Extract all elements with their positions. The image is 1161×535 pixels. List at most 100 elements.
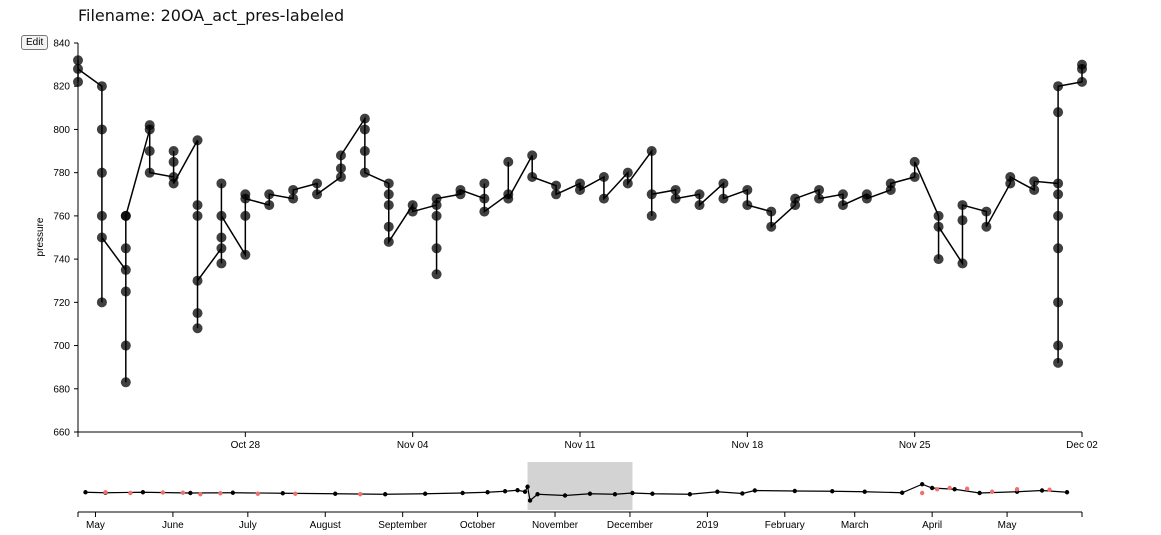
data-point (646, 146, 657, 157)
data-point (96, 232, 107, 243)
x-tick-label: Nov 18 (731, 440, 763, 451)
context-point (140, 490, 146, 495)
context-x-tick-label: December (607, 520, 654, 531)
data-point (455, 184, 466, 195)
context-marks (83, 482, 1070, 503)
data-point (120, 286, 131, 297)
page-title: Filename: 20OA_act_pres-labeled (78, 6, 345, 25)
data-point (646, 210, 657, 221)
data-point (312, 178, 323, 189)
context-point (255, 491, 261, 496)
context-point (1014, 487, 1020, 492)
context-point (1064, 490, 1070, 495)
data-point (216, 258, 227, 269)
data-point (96, 297, 107, 308)
data-point (1029, 184, 1040, 195)
focus-y-axis: 660 680 700 720 740 760 780 800 820 840 (53, 39, 79, 439)
context-x-tick-label: 2019 (696, 520, 719, 531)
context-point (952, 487, 957, 492)
data-point (192, 200, 203, 211)
y-tick-label: 680 (53, 384, 70, 395)
data-point (527, 150, 538, 161)
context-chart[interactable]: May June July August September October Novembe… (77, 462, 1083, 531)
data-point (288, 184, 299, 195)
focus-chart[interactable]: 660 680 700 720 740 760 780 800 820 840 Oct 28 Nov… (35, 39, 1098, 452)
data-point (837, 200, 848, 211)
context-point (128, 490, 133, 496)
data-point (216, 178, 227, 189)
data-point (551, 189, 562, 200)
context-point (562, 493, 568, 498)
data-point (120, 377, 131, 388)
data-point (120, 340, 131, 351)
context-point (899, 490, 905, 495)
context-x-tick-label: March (841, 520, 869, 531)
data-point (407, 206, 418, 217)
context-point (535, 492, 540, 497)
context-point (460, 490, 465, 496)
context-point (218, 491, 223, 496)
data-point (742, 200, 753, 211)
context-point (515, 488, 520, 493)
data-point (240, 193, 251, 204)
context-point (522, 489, 528, 494)
data-point (359, 167, 370, 178)
data-point (168, 178, 179, 189)
data-point (790, 193, 801, 204)
data-point (479, 178, 490, 189)
data-point (359, 146, 370, 157)
data-point (264, 200, 275, 211)
data-point (1029, 176, 1040, 187)
context-point (919, 482, 925, 487)
data-point (312, 189, 323, 200)
data-point (718, 193, 729, 204)
data-point (335, 150, 346, 161)
context-point (527, 498, 533, 503)
context-point (103, 490, 108, 495)
data-point (957, 200, 968, 211)
context-point (715, 489, 720, 494)
data-point (814, 184, 825, 195)
data-point (981, 221, 992, 232)
brush-selection[interactable] (527, 462, 633, 510)
data-point (144, 146, 155, 157)
context-point (929, 485, 935, 491)
data-point (120, 264, 131, 275)
data-point (694, 189, 705, 200)
edit-button[interactable]: Edit (21, 35, 49, 50)
data-point (503, 156, 514, 167)
data-point (431, 269, 442, 280)
data-point (766, 221, 777, 232)
data-point (694, 200, 705, 211)
series-line (77, 60, 1083, 383)
data-point (288, 193, 299, 204)
context-point (502, 489, 508, 494)
context-point (612, 492, 618, 497)
data-point (479, 206, 490, 217)
data-point (1053, 340, 1064, 351)
data-point (383, 236, 394, 247)
data-point (168, 156, 179, 167)
data-point (192, 210, 203, 221)
y-tick-label: 760 (53, 211, 70, 222)
data-point (431, 193, 442, 204)
context-point (587, 491, 593, 496)
context-x-tick-label: June (162, 520, 184, 531)
data-point (1053, 297, 1064, 308)
data-point (670, 184, 681, 195)
data-point (96, 167, 107, 178)
data-point (1053, 178, 1064, 189)
context-point (947, 485, 952, 491)
context-point (333, 491, 338, 496)
data-point (1053, 189, 1064, 200)
data-point (933, 210, 944, 221)
y-tick-label: 800 (53, 125, 70, 136)
data-point (933, 254, 944, 265)
data-point (383, 221, 394, 232)
data-point (909, 156, 920, 167)
y-tick-label: 740 (53, 255, 70, 266)
y-tick-label: 660 (53, 428, 70, 439)
context-point (740, 491, 745, 496)
data-point (192, 135, 203, 146)
